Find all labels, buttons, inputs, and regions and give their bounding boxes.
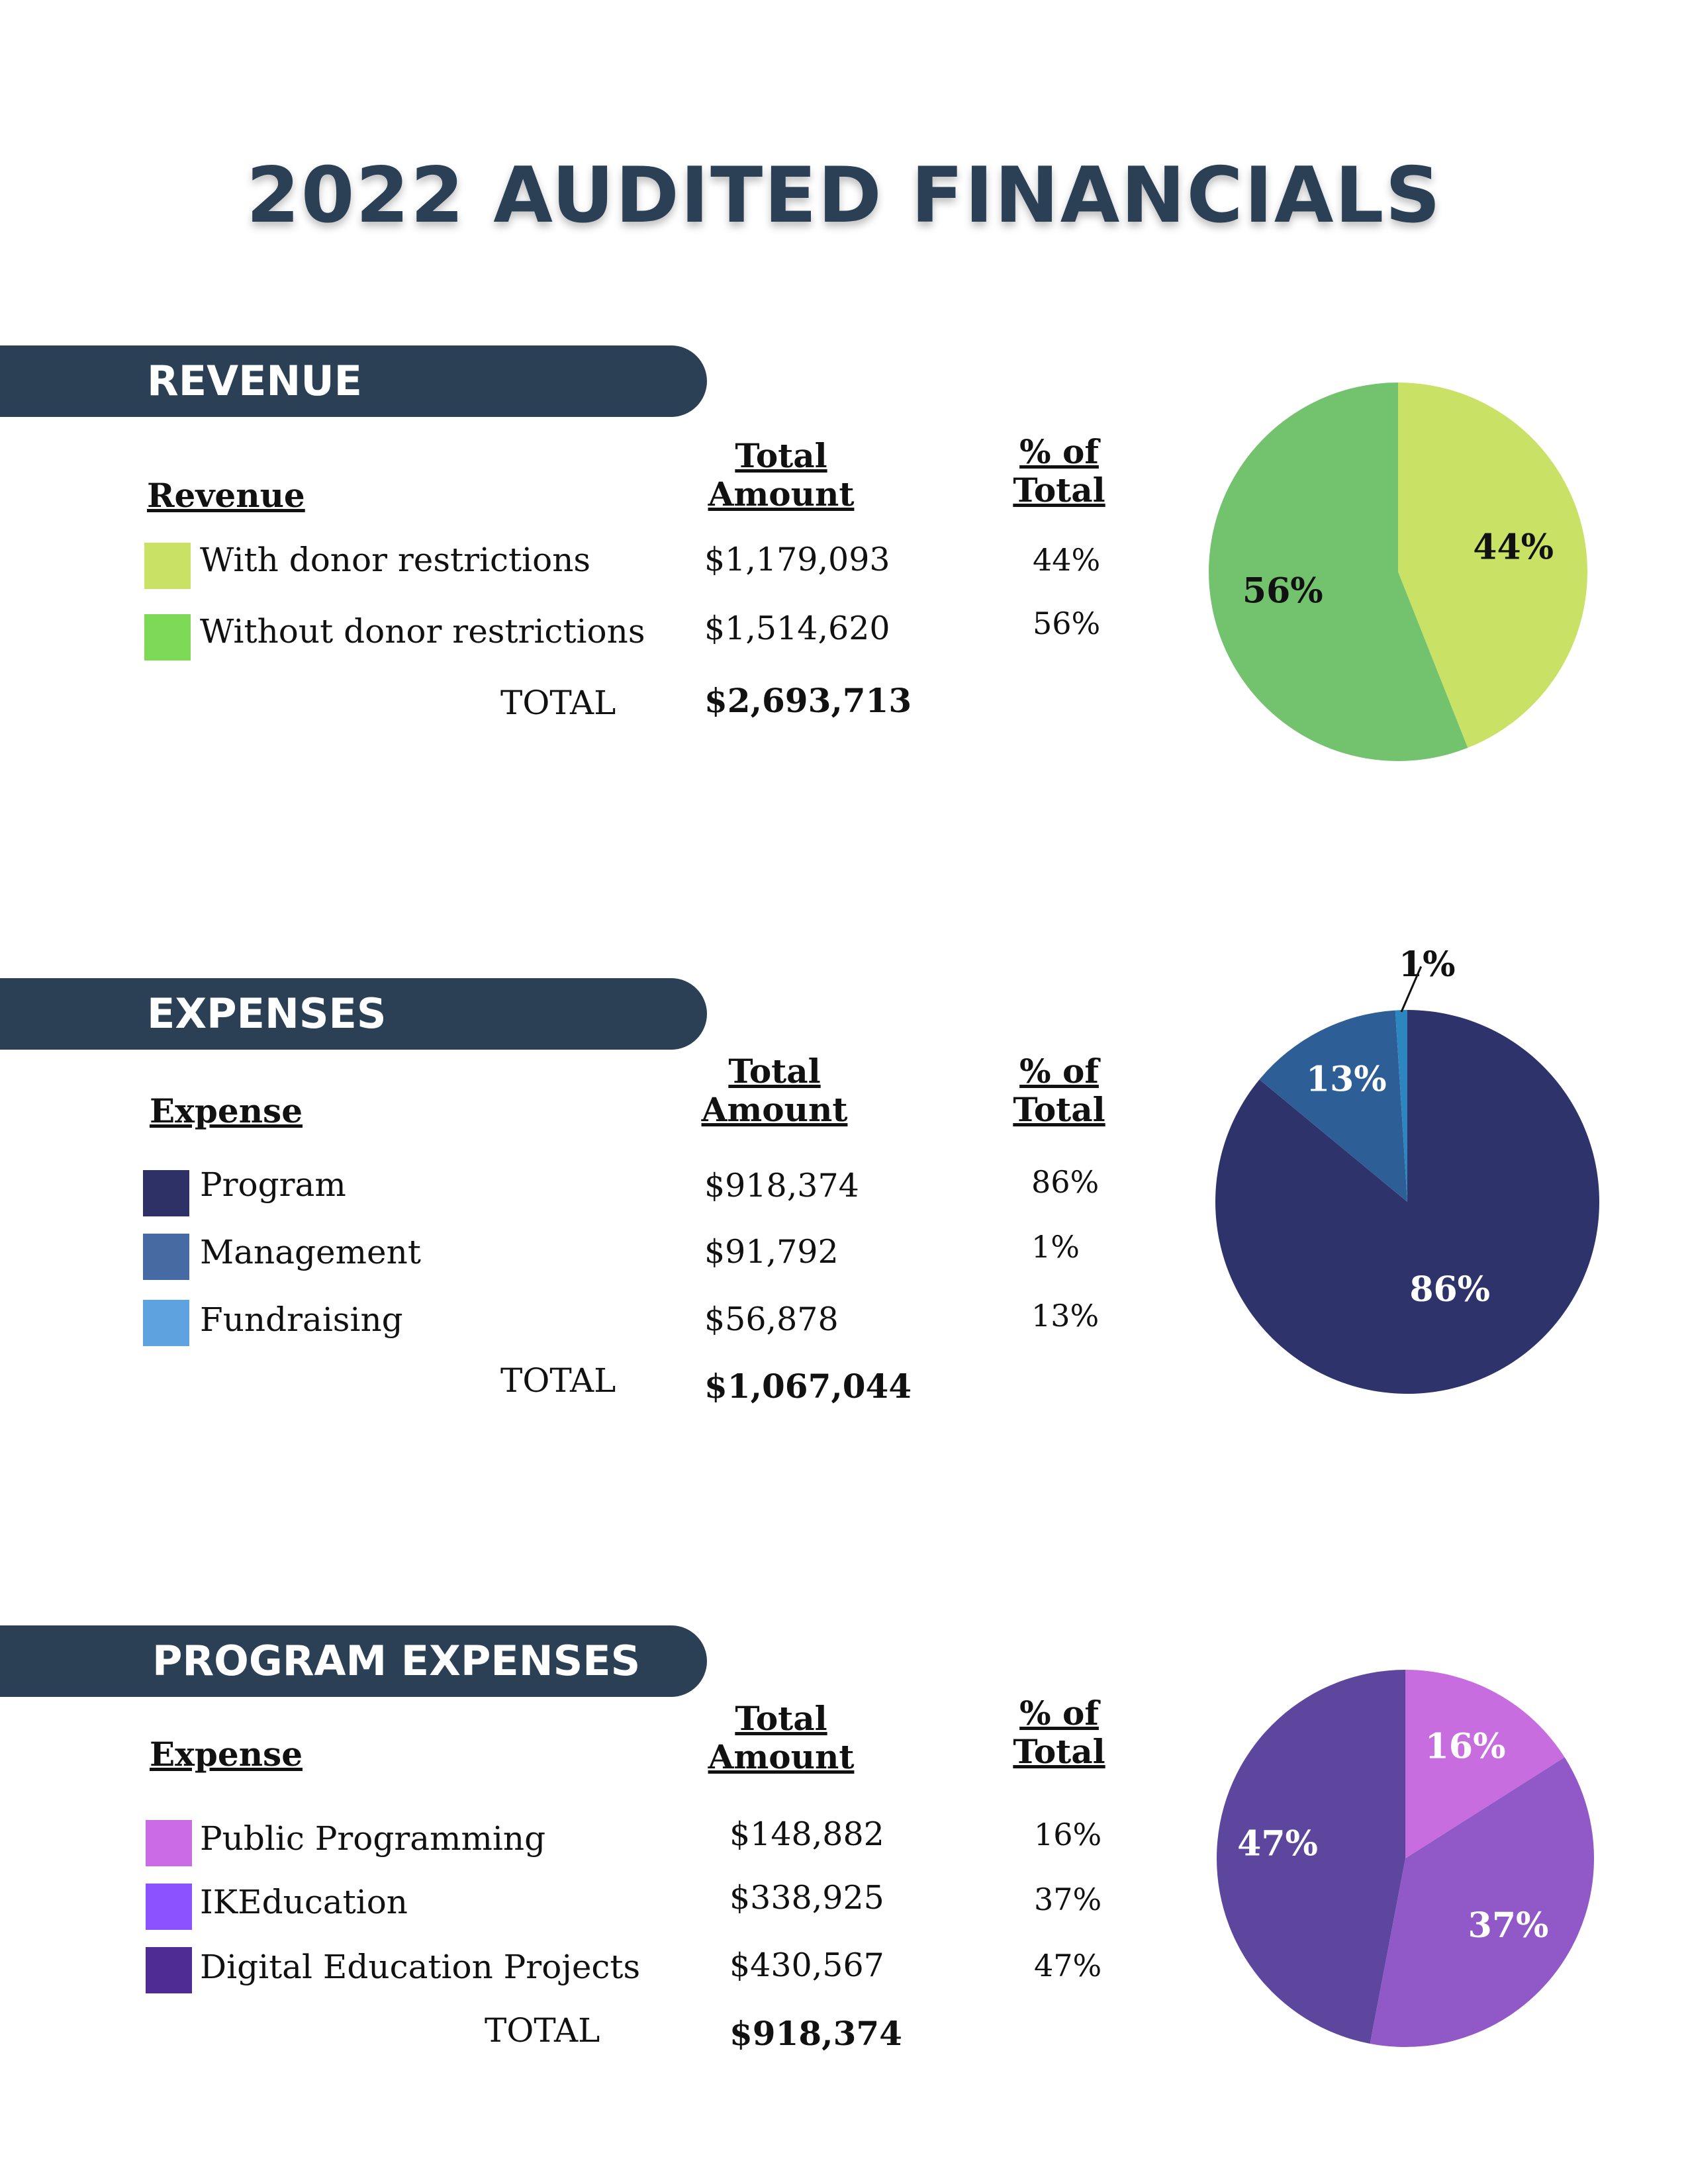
expenses-swatch-program [143,1170,189,1216]
expenses-banner [0,978,707,1050]
expenses-row-amount: $918,374 [704,1167,859,1205]
program-expenses-pie-label-digital-education-projects: 47% [1237,1823,1318,1864]
revenue-banner [0,345,707,417]
expenses-row-label: Management [200,1233,421,1271]
program-expenses-row-label: Public Programming [200,1819,546,1858]
revenue-row-pct: 56% [1033,606,1101,641]
program-expenses-pie-label-ikeducation: 37% [1468,1905,1549,1946]
program-expenses-banner [0,1625,707,1697]
revenue-pie-slice-without-donor-restrictions [1209,383,1468,761]
expenses-pie-label-fundraising: 13% [1306,1060,1387,1100]
expenses-pct-header: % of Total [1013,1052,1105,1129]
program-expenses-row-label: Digital Education Projects [200,1948,641,1986]
program-expenses-amount-header: Total Amount [708,1699,855,1776]
program-expenses-pct-header: % of Total [1013,1694,1105,1771]
program-expenses-row-amount: $148,882 [729,1815,884,1853]
expenses-row-amount: $91,792 [704,1233,839,1271]
expenses-pie-label-program: 86% [1409,1269,1490,1310]
revenue-total-label: TOTAL [500,684,616,722]
revenue-row-label: Without donor restrictions [200,612,645,651]
program-expenses-banner-title: PROGRAM EXPENSES [152,1637,641,1685]
revenue-pie-label-with-donor-restrictions: 44% [1473,527,1554,567]
revenue-total-amount: $2,693,713 [704,681,912,720]
expenses-swatch-fundraising [143,1300,189,1346]
revenue-amount-header: Total Amount [708,436,855,514]
expenses-total-label: TOTAL [500,1361,616,1400]
expenses-row-amount: $56,878 [704,1300,839,1338]
expenses-amount-header: Total Amount [701,1052,848,1129]
revenue-swatch-unrestricted [144,614,191,660]
revenue-pie-label-without-donor-restrictions: 56% [1243,571,1323,612]
program-expenses-section: PROGRAM EXPENSES Expense Total Amount % o… [0,1625,1688,2075]
expenses-row-label: Program [200,1165,346,1204]
expenses-pie-slice-fundraising [1259,1010,1407,1202]
expenses-banner-title: EXPENSES [147,989,387,1038]
revenue-pie-chart: 44% 56% [1209,383,1587,761]
revenue-section: REVENUE Revenue Total Amount % of Total Wi… [0,345,1688,769]
program-expenses-swatch-digital [146,1947,192,1993]
expenses-pie-slice-management [1395,1010,1407,1202]
program-expenses-row-pct: 16% [1034,1817,1102,1852]
revenue-row-pct: 44% [1033,542,1101,578]
expenses-total-amount: $1,067,044 [704,1367,912,1406]
program-expenses-pie-chart: 16% 37% 47% [1217,1670,1594,2047]
page-title: 2022 AUDITED FINANCIALS [246,151,1442,240]
revenue-row-label: With donor restrictions [200,541,591,579]
expenses-swatch-management [143,1234,189,1280]
program-expenses-pie-slice-digital-education-projects [1217,1670,1405,2044]
program-expenses-pie-slice-ikeducation [1370,1757,1594,2047]
expenses-label-header: Expense [150,1091,303,1130]
program-expenses-swatch-public [146,1820,192,1866]
program-expenses-pie-label-public-programming: 16% [1425,1727,1506,1767]
program-expenses-row-amount: $338,925 [729,1879,884,1917]
revenue-banner-title: REVENUE [147,357,363,405]
expenses-pie-label-management: 1% [1399,944,1456,985]
expenses-section: EXPENSES Expense Total Amount % of Total P… [0,978,1688,1428]
expenses-pie-chart: 86% 13% 1% [1215,944,1599,1394]
program-expenses-row-amount: $430,567 [729,1946,884,1984]
expenses-pie-callout-line [1400,966,1423,1013]
expenses-row-pct: 1% [1031,1229,1080,1265]
program-expenses-row-pct: 47% [1034,1948,1102,1983]
revenue-pie-slice-with-donor-restrictions [1398,383,1587,748]
program-expenses-pie-slice-public-programming [1405,1670,1565,1858]
program-expenses-row-pct: 37% [1034,1882,1102,1917]
expenses-row-label: Fundraising [200,1300,403,1339]
program-expenses-swatch-ikeducation [146,1884,192,1930]
program-expenses-row-label: IKEducation [200,1883,408,1921]
program-expenses-total-amount: $918,374 [729,2014,902,2053]
revenue-row-amount: $1,179,093 [704,541,890,578]
revenue-swatch-restricted [144,543,191,589]
revenue-label-header: Revenue [147,476,305,515]
expenses-row-pct: 86% [1031,1164,1100,1200]
program-expenses-total-label: TOTAL [485,2011,600,2050]
program-expenses-label-header: Expense [150,1735,303,1774]
revenue-row-amount: $1,514,620 [704,610,890,647]
expenses-row-pct: 13% [1031,1298,1100,1334]
revenue-pct-header: % of Total [1013,432,1105,510]
